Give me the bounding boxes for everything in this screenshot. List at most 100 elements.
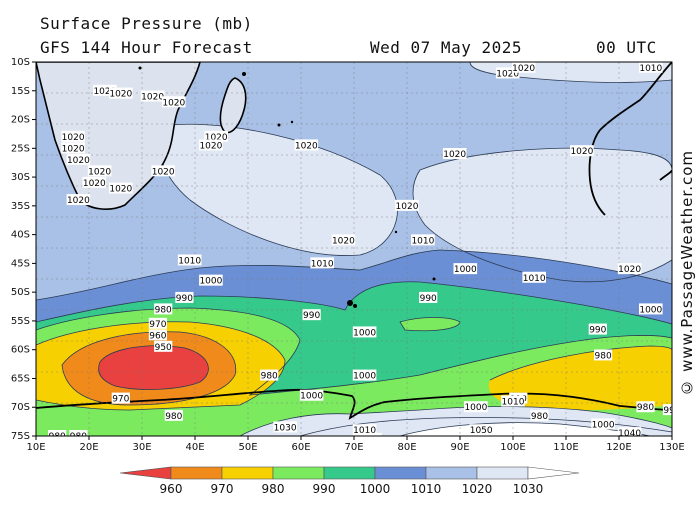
lat-label: 55S (11, 316, 30, 327)
high-pressure-cell-west (159, 124, 398, 256)
contour-label: 1020 (512, 64, 535, 74)
pressure-band-990-island (400, 317, 460, 331)
contour-label-bg (109, 87, 133, 99)
contour-label: 980 (637, 403, 654, 413)
lat-label: 35S (11, 201, 30, 212)
lat-label: 25S (11, 143, 30, 154)
legend-swatch (425, 466, 478, 480)
lon-label: 50E (238, 442, 257, 453)
contour-label: 1020 (67, 196, 90, 206)
contour-label: 1000 (353, 328, 376, 338)
legend-swatch (323, 466, 376, 480)
contour-label-bg (331, 234, 356, 246)
lon-label: 60E (291, 442, 310, 453)
contour-label: 1020 (62, 133, 85, 143)
contour-label: 1020 (618, 265, 641, 275)
contour-label: 1020 (109, 90, 132, 100)
contour-label: 1020 (141, 93, 164, 103)
legend-label: 1020 (462, 482, 493, 496)
contour-label: 980 (595, 351, 612, 361)
contour-label-bg (294, 139, 319, 151)
contour-label: 1010 (353, 426, 376, 436)
contour-label-bg (310, 257, 334, 269)
contour-label-bg (109, 182, 133, 194)
contour-label: 1020 (205, 133, 228, 143)
contour-label: 1000 (199, 277, 222, 287)
credit-text: © www.PassageWeather.com (678, 150, 696, 397)
contour-label-bg (511, 62, 536, 73)
contour-label: 1020 (199, 141, 222, 151)
pressure-field: 1020102010201020102010201020102010201020… (36, 62, 680, 442)
contour-label: 1000 (464, 403, 487, 413)
lon-label: 70E (344, 442, 363, 453)
legend-swatch (374, 466, 427, 480)
contour-label: 1020 (62, 144, 85, 154)
contour-label-bg (66, 153, 91, 165)
antarctic-high-core (400, 422, 650, 436)
forecast-date: Wed 07 May 2025 (370, 38, 522, 57)
lon-label: 30E (132, 442, 151, 453)
contour-label-bg (419, 291, 438, 303)
contour-label: 1010 (523, 274, 546, 284)
contour-label: 980 (261, 372, 278, 382)
contour-label: 990 (303, 311, 320, 321)
contour-label-bg (464, 401, 488, 413)
contour-label-bg (148, 329, 167, 341)
contour-label: 1020 (93, 87, 116, 97)
contour-label: 1000 (592, 420, 615, 430)
lat-label: 10S (11, 57, 30, 68)
contour-label: 980 (70, 432, 87, 442)
contour-label: 960 (149, 331, 166, 341)
contour-label-bg (164, 409, 183, 421)
lon-label: 130E (659, 442, 684, 453)
contour-label: 990 (663, 406, 680, 416)
contour-label-bg (302, 309, 321, 321)
contour-label-bg (588, 323, 607, 335)
contour-label: 1010 (639, 64, 662, 74)
contour-label: 1020 (443, 150, 466, 160)
legend-swatch (527, 466, 580, 480)
contour-label: 1020 (88, 167, 111, 177)
contour-label: 980 (155, 305, 172, 315)
contour-label-bg (639, 62, 663, 73)
contour-label: 1000 (353, 372, 376, 382)
contour-label: 1050 (470, 426, 493, 436)
contour-label-bg (199, 139, 223, 151)
lat-label: 30S (11, 172, 30, 183)
lat-label: 60S (11, 345, 30, 356)
contour-label: 970 (112, 395, 129, 405)
contour-label-bg (662, 404, 672, 416)
lat-label: 45S (11, 258, 30, 269)
contour-label-bg (530, 409, 549, 421)
contour-label: 1020 (109, 185, 132, 195)
lon-label: 20E (79, 442, 98, 453)
contour-label-bg (352, 369, 377, 381)
legend-swatch (170, 466, 223, 480)
contour-label-bg (299, 389, 324, 401)
contour-label-bg (395, 199, 419, 211)
lat-label: 20S (11, 115, 30, 126)
lat-label: 15S (11, 86, 30, 97)
contour-label-bg (148, 317, 167, 329)
legend-label: 990 (313, 482, 336, 496)
legend-label: 1030 (513, 482, 544, 496)
lon-label: 40E (185, 442, 204, 453)
contour-label: 1020 (332, 236, 355, 246)
lon-label: 100E (500, 442, 525, 453)
contour-label: 1020 (67, 156, 90, 166)
contour-label-bg (162, 96, 186, 108)
contour-label-bg (151, 165, 175, 177)
contour-label-bg (273, 421, 297, 433)
contour-label-bg (175, 291, 194, 303)
contour-label-bg (442, 148, 467, 160)
contour-label: 1010 (311, 259, 334, 269)
lon-label: 10E (26, 442, 45, 453)
contour-label: 1020 (396, 202, 419, 212)
contour-label-bg (352, 424, 377, 436)
islands (138, 66, 436, 308)
contour-label: 1040 (618, 429, 641, 439)
contour-label: 980 (49, 432, 66, 442)
contour-label-bg (495, 67, 520, 79)
contour-label-bg (61, 142, 85, 154)
contour-label-bg (204, 130, 228, 142)
